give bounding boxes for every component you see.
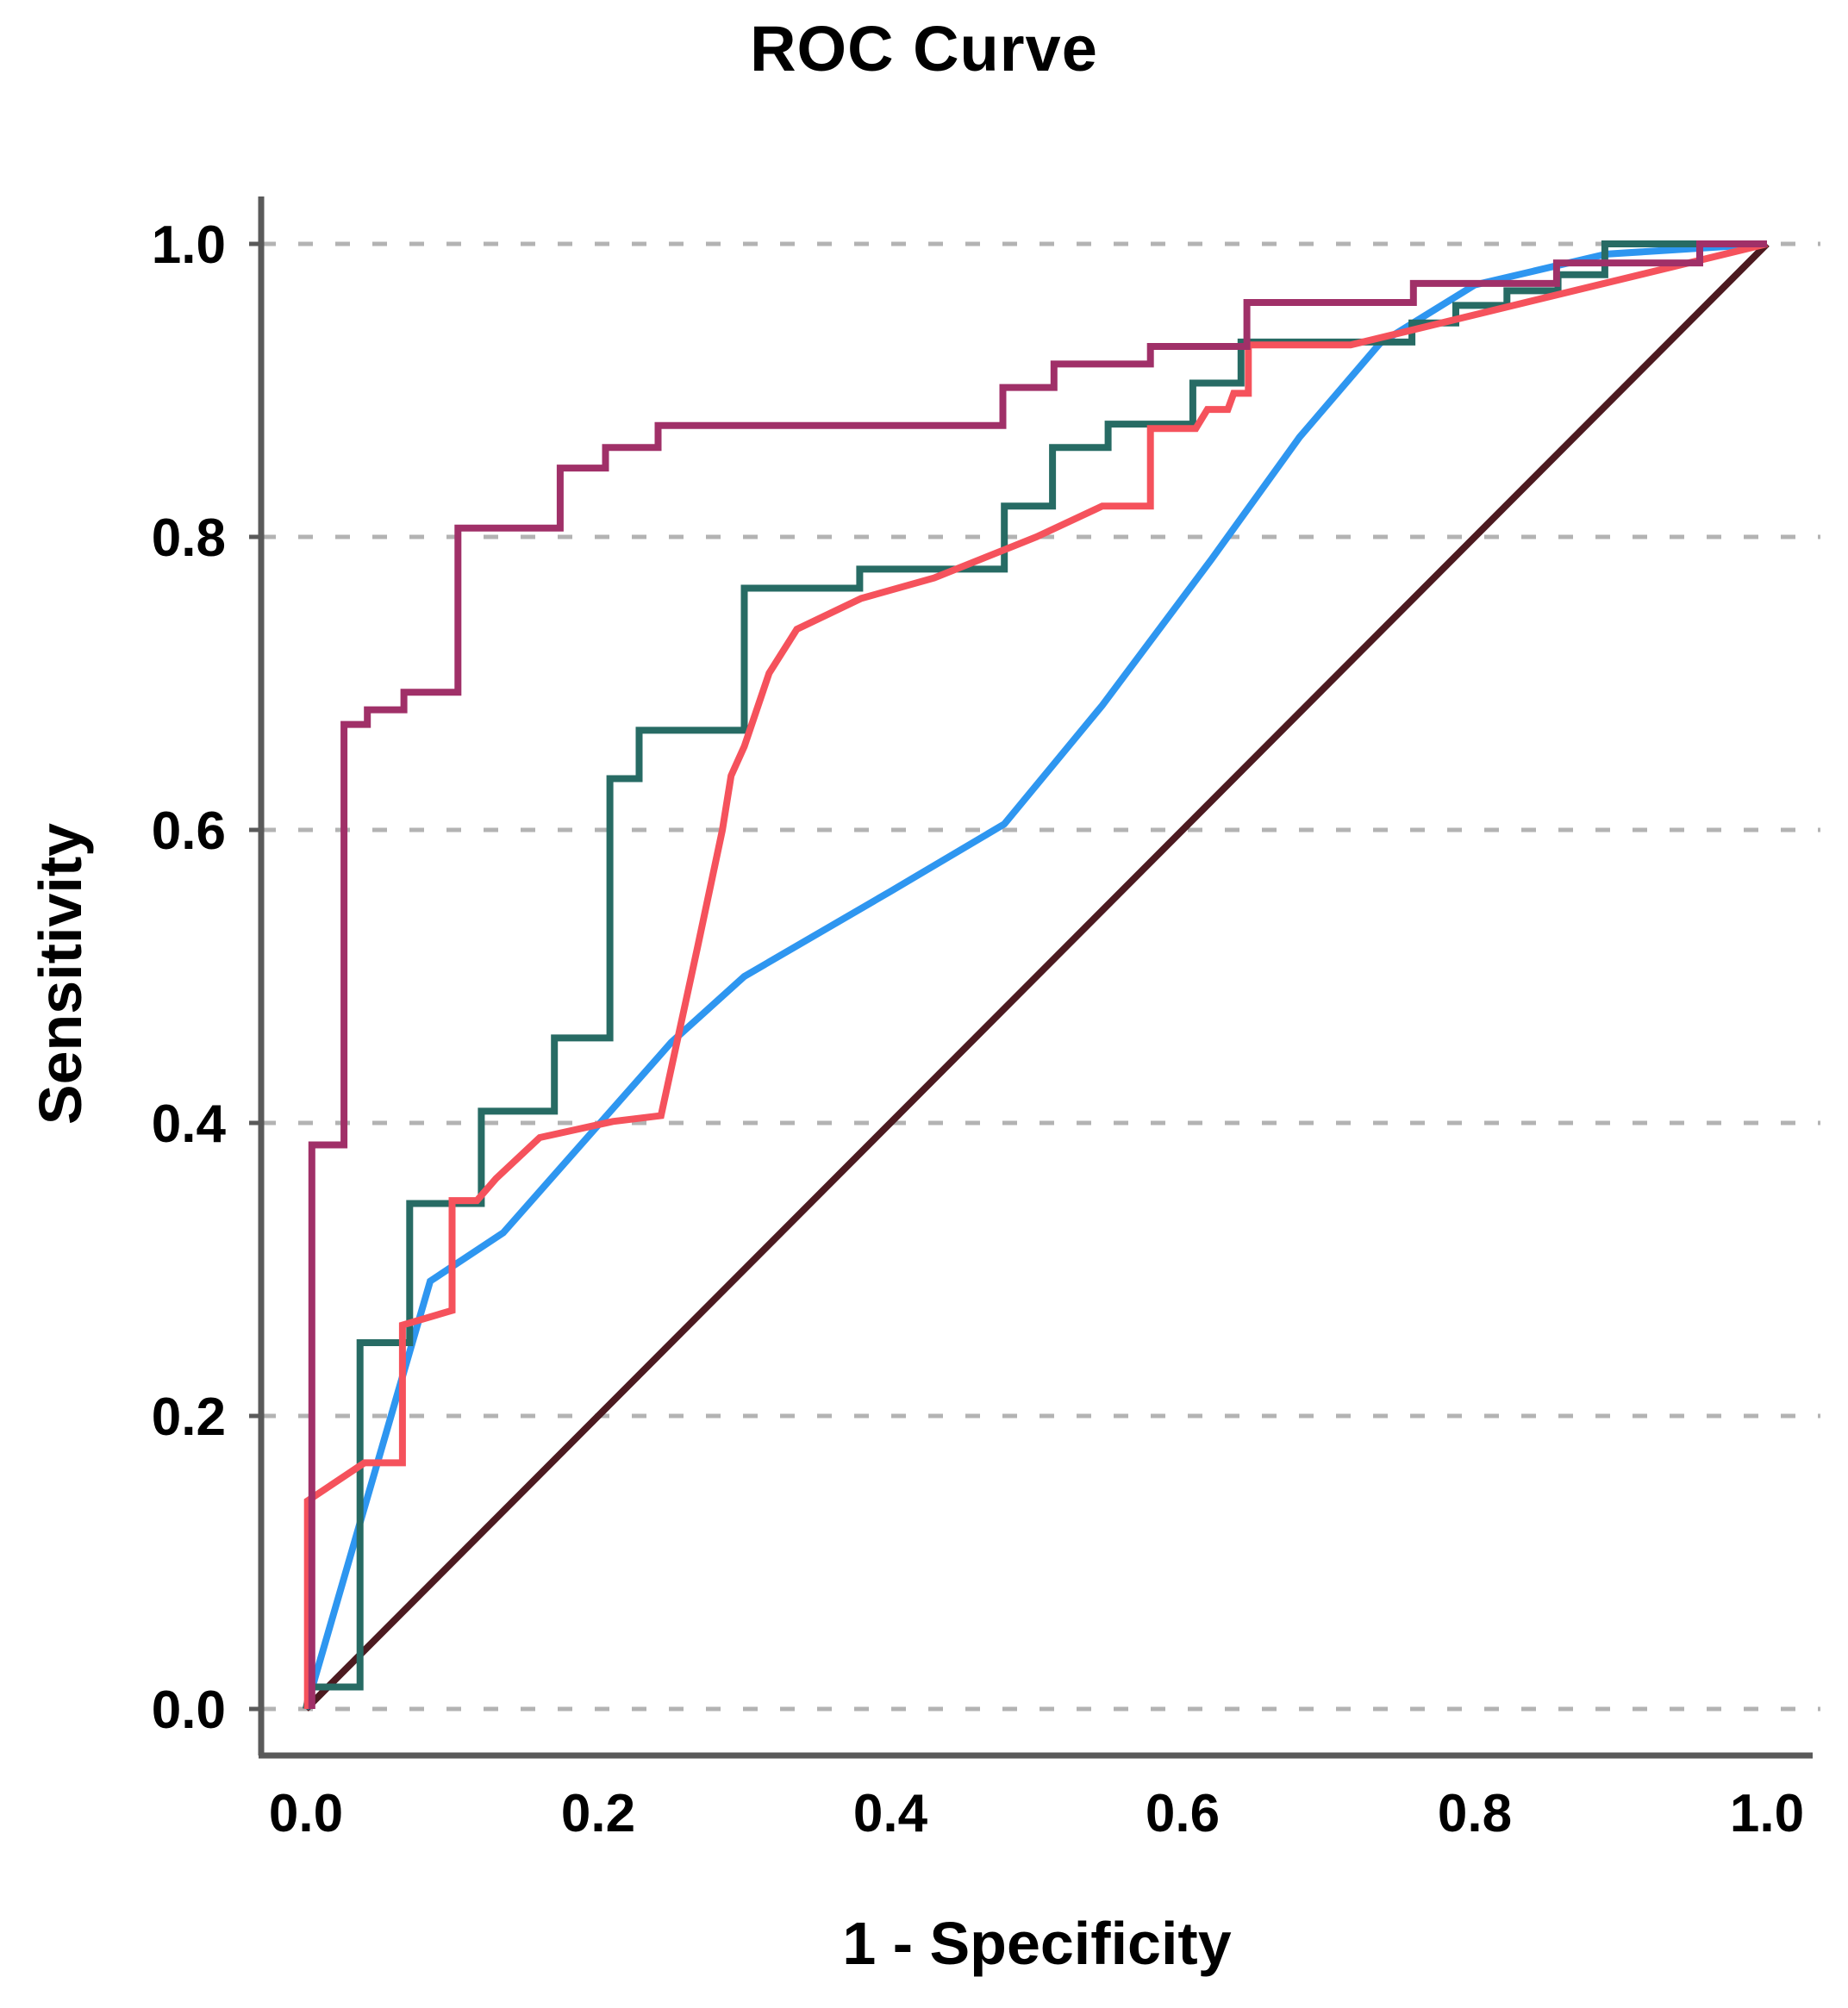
y-tick-label-0.8: 0.8: [152, 508, 226, 568]
x-axis-label: 1 - Specificity: [842, 1910, 1232, 1977]
y-tick-label-0.4: 0.4: [152, 1094, 227, 1154]
y-tick-label-0.2: 0.2: [152, 1388, 226, 1447]
x-tick-label-0.2: 0.2: [561, 1784, 635, 1843]
series-magenta-roc-curve: [308, 240, 1767, 1709]
x-tick-label-0.0: 0.0: [269, 1784, 343, 1843]
chart-title: ROC Curve: [750, 13, 1098, 84]
y-tick-label-0.0: 0.0: [152, 1681, 226, 1740]
series-red-roc-curve: [303, 240, 1768, 1709]
series-reference-diagonal: [303, 241, 1770, 1712]
x-tick-label-0.8: 0.8: [1438, 1784, 1512, 1843]
y-tick-label-0.6: 0.6: [152, 801, 226, 861]
series-teal-roc-curve: [303, 240, 1767, 1710]
x-tick-label-0.4: 0.4: [853, 1784, 928, 1843]
series-blue-roc-curve: [303, 240, 1768, 1711]
y-tick-label-1.0: 1.0: [152, 215, 226, 275]
x-tick-label-0.6: 0.6: [1146, 1784, 1220, 1843]
x-tick-label-1.0: 1.0: [1730, 1784, 1804, 1843]
